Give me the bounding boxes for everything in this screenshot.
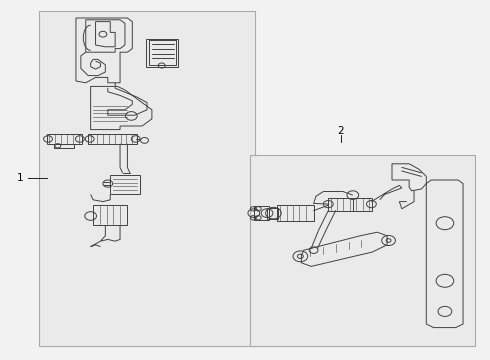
Bar bbox=[328, 198, 372, 211]
Bar bbox=[93, 205, 127, 225]
Bar bbox=[267, 208, 278, 219]
Text: 2: 2 bbox=[337, 126, 344, 136]
Bar bbox=[110, 175, 140, 194]
Bar bbox=[39, 11, 255, 346]
Bar bbox=[47, 134, 82, 144]
Text: 1: 1 bbox=[17, 173, 24, 183]
Bar bbox=[146, 39, 178, 67]
Bar bbox=[149, 40, 176, 65]
Bar bbox=[54, 144, 74, 148]
Bar bbox=[277, 205, 314, 221]
Bar bbox=[254, 206, 269, 220]
Bar bbox=[250, 155, 475, 346]
Bar bbox=[88, 134, 137, 144]
